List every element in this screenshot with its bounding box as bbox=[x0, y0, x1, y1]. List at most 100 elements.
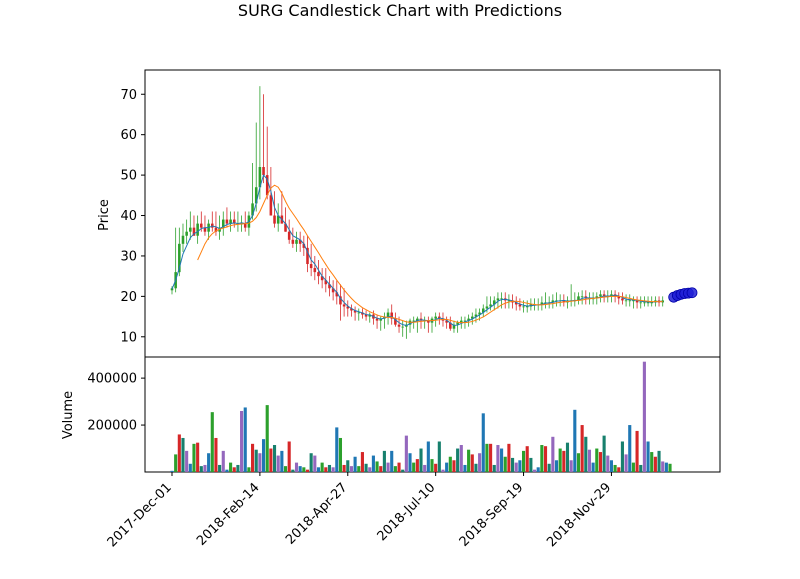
candle-body bbox=[302, 243, 306, 248]
candle-body bbox=[635, 300, 639, 303]
candle-body bbox=[427, 320, 430, 323]
candle-body bbox=[353, 310, 357, 313]
volume-bar bbox=[657, 450, 661, 472]
volume-bar bbox=[584, 436, 588, 472]
volume-bar bbox=[371, 455, 375, 472]
volume-bar bbox=[316, 467, 321, 472]
candle-body bbox=[551, 300, 555, 303]
candle-body bbox=[639, 302, 643, 304]
x-tick-label: 2017-Dec-01 bbox=[105, 480, 175, 550]
volume-bar bbox=[188, 463, 192, 472]
volume-bar bbox=[562, 450, 566, 472]
volume-bar bbox=[265, 405, 269, 472]
volume-bar bbox=[481, 413, 485, 472]
volume-bar bbox=[210, 412, 214, 472]
volume-bar bbox=[320, 462, 324, 472]
volume-bar bbox=[225, 469, 229, 472]
candle-body bbox=[170, 288, 174, 291]
volume-bar bbox=[251, 443, 255, 472]
volume-bar bbox=[218, 464, 222, 472]
volume-bar bbox=[620, 441, 624, 472]
volume-bar bbox=[170, 470, 174, 472]
volume-bar bbox=[196, 442, 200, 472]
volume-bar bbox=[470, 454, 474, 472]
candle-body bbox=[364, 314, 368, 317]
candle-body bbox=[507, 300, 511, 302]
volume-bar bbox=[375, 461, 379, 472]
volume-bar bbox=[496, 445, 500, 472]
volume-bar bbox=[606, 455, 610, 472]
volume-bar bbox=[283, 466, 288, 472]
volume-bar bbox=[661, 461, 665, 472]
volume-bar bbox=[331, 467, 335, 472]
candle-body bbox=[306, 247, 309, 265]
candle-body bbox=[346, 306, 350, 309]
volume-bar bbox=[236, 464, 240, 472]
volume-bar bbox=[397, 462, 401, 472]
volume-bar bbox=[492, 464, 496, 472]
candle-body bbox=[416, 318, 419, 321]
candle-body bbox=[467, 318, 470, 321]
candle-body bbox=[595, 296, 599, 299]
candle-body bbox=[287, 231, 291, 240]
candle-body bbox=[390, 312, 393, 319]
volume-bar bbox=[382, 450, 386, 472]
volume-bar bbox=[174, 454, 178, 472]
volume-bar bbox=[272, 445, 277, 472]
candle-body bbox=[518, 304, 522, 307]
volume-bar bbox=[302, 467, 306, 472]
volume-bar bbox=[631, 462, 635, 472]
volume-bar bbox=[342, 464, 346, 472]
x-tick-label: 2018-Sep-19 bbox=[457, 480, 527, 550]
candle-body bbox=[203, 227, 207, 232]
chart-title: SURG Candlestick Chart with Predictions bbox=[237, 1, 563, 20]
volume-bar bbox=[554, 460, 559, 472]
candle-body bbox=[273, 215, 276, 224]
volume-bar bbox=[437, 441, 441, 472]
volume-bar bbox=[335, 427, 339, 472]
volume-bar bbox=[521, 450, 526, 472]
x-axis: 2017-Dec-01 2018-Feb-14 2018-Apr-27 2018-Ju… bbox=[105, 472, 614, 550]
volume-bar bbox=[386, 462, 390, 472]
candle-body bbox=[643, 302, 646, 304]
volume-bar bbox=[390, 450, 394, 472]
candle-body bbox=[309, 264, 313, 269]
volume-bar bbox=[430, 459, 434, 472]
volume-bar bbox=[426, 441, 430, 472]
volume-bar bbox=[243, 407, 247, 472]
candle-body bbox=[196, 223, 199, 236]
volume-bar bbox=[642, 361, 646, 472]
volume-bar bbox=[598, 452, 603, 472]
volume-bar bbox=[229, 462, 233, 472]
volume-bar bbox=[650, 452, 654, 472]
volume-bar bbox=[532, 469, 537, 472]
candle-body bbox=[269, 195, 273, 216]
price-tick-label: 50 bbox=[120, 169, 137, 184]
volume-bar bbox=[445, 462, 449, 472]
candle-body bbox=[361, 312, 364, 315]
candle-body bbox=[412, 320, 415, 322]
x-tick-label: 2018-Nov-29 bbox=[544, 480, 614, 550]
candle-body bbox=[221, 219, 225, 228]
volume-bar bbox=[287, 441, 291, 472]
candle-body bbox=[317, 272, 320, 277]
candle-body bbox=[181, 235, 185, 244]
volume-bar bbox=[591, 462, 595, 472]
volume-bar bbox=[364, 463, 368, 472]
candle-body bbox=[394, 318, 397, 325]
volume-bar bbox=[240, 410, 244, 472]
candle-body bbox=[632, 300, 635, 302]
candle-body bbox=[229, 219, 232, 224]
candle-body bbox=[525, 306, 529, 308]
volume-bar bbox=[305, 469, 310, 472]
volume-bar bbox=[507, 443, 511, 472]
x-tick-label: 2018-Apr-27 bbox=[283, 480, 350, 547]
x-tick-label: 2018-Jul-10 bbox=[375, 480, 439, 544]
volume-bar bbox=[463, 464, 467, 472]
candle-body bbox=[262, 167, 265, 176]
volume-bar bbox=[536, 467, 540, 472]
volume-bar bbox=[379, 466, 383, 472]
volume-bar bbox=[503, 456, 507, 472]
price-tick-label: 40 bbox=[120, 209, 137, 224]
